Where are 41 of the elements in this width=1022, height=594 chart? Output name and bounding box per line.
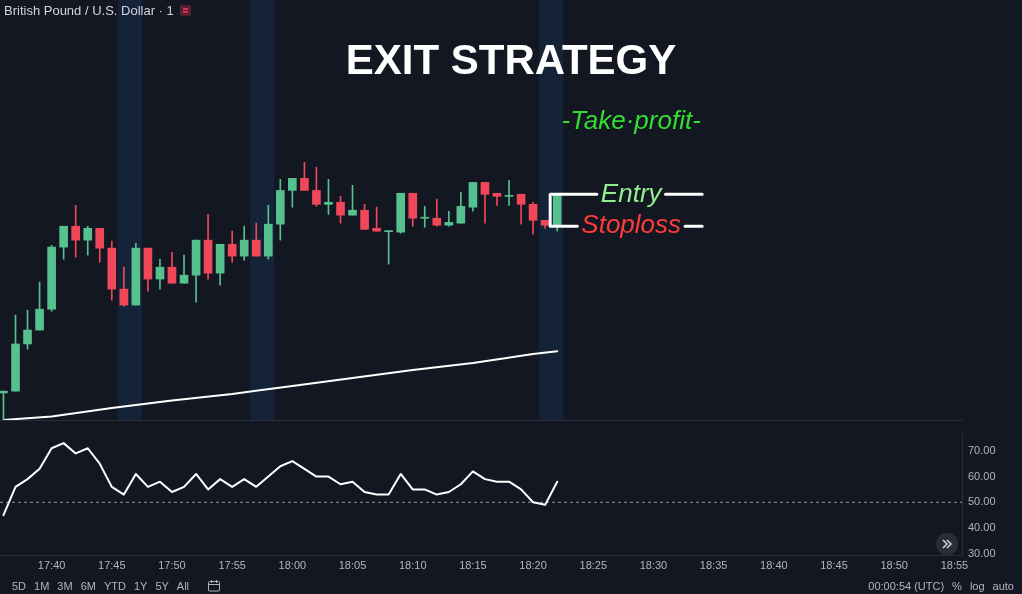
text: YTD (103, 579, 126, 592)
chart-title: EXIT STRATEGY (345, 36, 677, 84)
text: 6M (80, 579, 96, 592)
x-tick-label: 18:20 (519, 558, 547, 571)
text: 3M (57, 579, 73, 592)
text: log (969, 579, 985, 592)
x-tick-label: 18:40 (760, 558, 788, 571)
y-tick-label: 50.00 (968, 495, 996, 508)
x-tick-label: 18:45 (820, 558, 848, 571)
candlestick (420, 206, 430, 228)
chart-subtitle: British Pound / U.S. Dollar · 1 (4, 3, 174, 18)
annotation: Stoploss (581, 209, 682, 240)
x-tick-label: 17:45 (98, 558, 126, 571)
text: All (176, 579, 190, 592)
y-tick-label: 60.00 (968, 469, 996, 482)
x-tick-label: 18:00 (278, 558, 307, 571)
text: 5Y (155, 579, 169, 592)
text: -Take·profit- (561, 105, 702, 136)
text: auto (992, 579, 1014, 592)
x-tick-label: 18:55 (940, 558, 969, 571)
y-tick-label: 30.00 (968, 546, 996, 559)
text: 00:00:54 (UTC) (868, 579, 945, 592)
text: 5D (12, 579, 27, 592)
text: 1Y (133, 579, 148, 592)
text: 1M (34, 579, 50, 592)
x-tick-label: 17:40 (37, 558, 66, 571)
candlestick (504, 180, 514, 206)
x-tick-label: 17:50 (158, 558, 186, 571)
x-tick-label: 18:10 (398, 558, 427, 571)
text: % (952, 579, 962, 592)
x-tick-label: 18:30 (639, 558, 668, 571)
x-tick-label: 18:05 (338, 558, 367, 571)
x-tick-label: 17:55 (218, 558, 246, 571)
y-tick-label: 40.00 (968, 521, 996, 534)
annotation: Entry (600, 177, 664, 208)
x-tick-label: 18:35 (699, 558, 728, 571)
y-tick-label: 70.00 (968, 443, 996, 456)
x-tick-label: 18:15 (459, 558, 487, 571)
candlestick (444, 210, 454, 227)
x-tick-label: 18:25 (579, 558, 608, 571)
x-tick-label: 18:50 (880, 558, 908, 571)
